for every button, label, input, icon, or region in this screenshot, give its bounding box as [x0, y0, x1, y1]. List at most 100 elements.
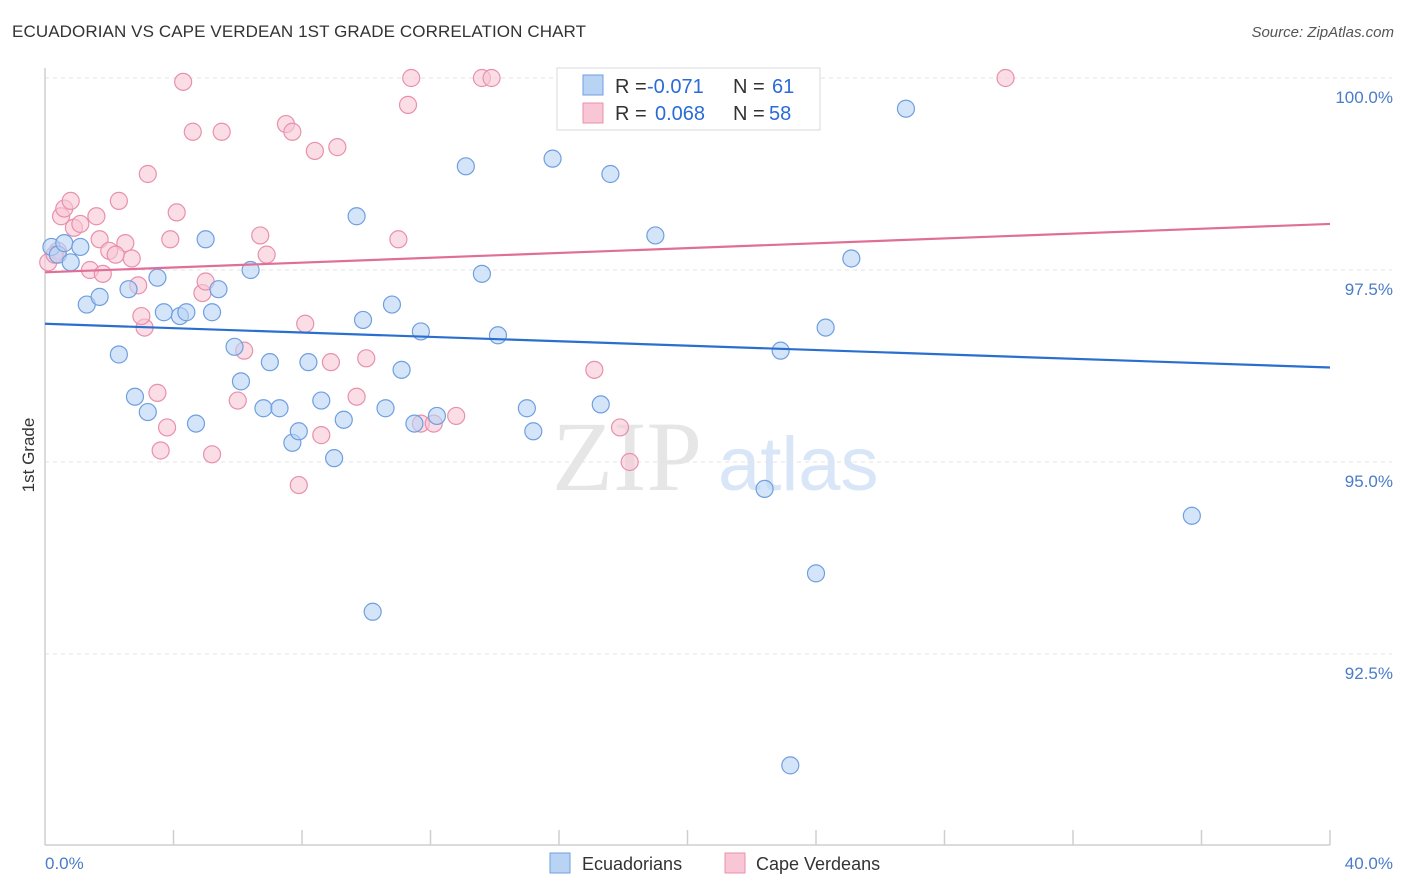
point-ecuadorians — [896, 99, 916, 118]
legend-label-cape-verdeans: Cape Verdeans — [756, 854, 880, 874]
point-ecuadorians — [601, 164, 620, 184]
point-cape-verdeans — [167, 203, 186, 222]
point-ecuadorians — [646, 226, 665, 245]
point-ecuadorians — [488, 326, 508, 345]
series-ecuadorians — [42, 68, 1201, 775]
stats-pink-n-value: 58 — [769, 103, 791, 125]
point-cape-verdeans — [321, 353, 341, 372]
point-ecuadorians — [138, 402, 157, 422]
point-ecuadorians — [456, 157, 475, 176]
stats-swatch-pink — [582, 102, 604, 124]
point-ecuadorians — [61, 253, 80, 272]
point-cape-verdeans — [93, 264, 112, 283]
point-ecuadorians — [816, 318, 835, 337]
point-ecuadorians — [1182, 506, 1201, 525]
point-ecuadorians — [376, 399, 395, 418]
point-ecuadorians — [591, 395, 610, 414]
stats-pink-r-label: R = — [615, 103, 647, 125]
point-ecuadorians — [202, 303, 222, 322]
point-ecuadorians — [472, 264, 491, 283]
y-tick-label: 97.5% — [1345, 280, 1393, 299]
watermark: ZIP atlas — [552, 401, 879, 512]
point-ecuadorians — [771, 341, 790, 360]
point-ecuadorians — [154, 303, 173, 322]
point-cape-verdeans — [61, 191, 80, 210]
point-cape-verdeans — [122, 249, 141, 268]
point-cape-verdeans — [389, 230, 408, 249]
point-cape-verdeans — [212, 122, 231, 141]
point-ecuadorians — [289, 422, 308, 441]
point-cape-verdeans — [312, 426, 331, 445]
point-ecuadorians — [363, 602, 382, 621]
point-ecuadorians — [392, 360, 411, 379]
point-ecuadorians — [806, 564, 826, 583]
stats-pink-r-value: 0.068 — [655, 103, 705, 125]
point-cape-verdeans — [251, 226, 270, 245]
point-ecuadorians — [109, 345, 128, 364]
point-ecuadorians — [325, 449, 344, 468]
point-ecuadorians — [755, 479, 774, 498]
point-ecuadorians — [299, 353, 318, 372]
legend-label-ecuadorians: Ecuadorians — [582, 854, 682, 874]
point-cape-verdeans — [398, 95, 418, 114]
trend-line-cape-verdeans — [44, 222, 1331, 274]
point-cape-verdeans — [228, 391, 247, 410]
point-ecuadorians — [225, 337, 244, 356]
legend-swatch-cape-verdeans — [724, 852, 746, 874]
point-ecuadorians — [119, 280, 138, 299]
point-ecuadorians — [231, 372, 251, 391]
point-ecuadorians — [382, 295, 402, 314]
point-ecuadorians — [334, 410, 353, 429]
point-ecuadorians — [125, 387, 145, 406]
point-cape-verdeans — [305, 141, 324, 161]
point-cape-verdeans — [106, 245, 125, 264]
x-ticks — [172, 830, 1331, 845]
point-ecuadorians — [524, 422, 543, 441]
point-ecuadorians — [312, 391, 331, 410]
point-cape-verdeans — [148, 383, 167, 402]
watermark-atlas: atlas — [718, 422, 879, 507]
point-cape-verdeans — [447, 406, 466, 426]
point-ecuadorians — [148, 268, 167, 287]
point-cape-verdeans — [328, 138, 347, 157]
stats-blue-r-value: -0.071 — [647, 76, 704, 98]
point-ecuadorians — [177, 303, 196, 322]
y-tick-label: 100.0% — [1335, 88, 1393, 107]
gridlines — [45, 77, 1392, 655]
bottom-legend: Ecuadorians Cape Verdeans — [549, 852, 880, 874]
trend-line-ecuadorians — [44, 322, 1331, 369]
legend-swatch-ecuadorians — [549, 852, 571, 874]
point-cape-verdeans — [151, 441, 170, 460]
point-cape-verdeans — [347, 387, 366, 406]
stats-pink-n-label: N = — [733, 103, 765, 125]
stats-blue-n-value: 61 — [772, 76, 794, 98]
point-ecuadorians — [209, 280, 228, 299]
point-cape-verdeans — [132, 306, 151, 326]
point-cape-verdeans — [71, 214, 90, 234]
point-cape-verdeans — [620, 452, 639, 472]
point-cape-verdeans — [482, 68, 501, 88]
point-cape-verdeans — [161, 230, 180, 249]
point-cape-verdeans — [157, 418, 177, 437]
y-tick-label: 92.5% — [1345, 664, 1393, 683]
series-cape-verdeans — [39, 68, 1015, 495]
source-credit: Source: ZipAtlas.com — [1251, 24, 1394, 41]
point-cape-verdeans — [174, 72, 193, 91]
x-tick-label-min: 0.0% — [45, 854, 84, 873]
stats-box: R = -0.071 N = 61 R = 0.068 N = 58 — [556, 67, 821, 131]
point-ecuadorians — [90, 287, 109, 306]
point-cape-verdeans — [296, 314, 315, 333]
point-cape-verdeans — [610, 418, 630, 437]
y-tick-labels: 100.0% 97.5% 95.0% 92.5% — [1335, 88, 1393, 683]
point-cape-verdeans — [109, 191, 128, 210]
point-cape-verdeans — [138, 164, 157, 184]
point-cape-verdeans — [257, 245, 276, 264]
point-ecuadorians — [405, 414, 424, 433]
y-axis-title: 1st Grade — [19, 418, 38, 493]
stats-swatch-blue — [582, 74, 604, 96]
stats-blue-r-label: R = — [615, 76, 647, 98]
point-ecuadorians — [186, 414, 206, 433]
point-cape-verdeans — [283, 122, 302, 141]
point-ecuadorians — [353, 310, 373, 330]
point-ecuadorians — [842, 249, 861, 268]
